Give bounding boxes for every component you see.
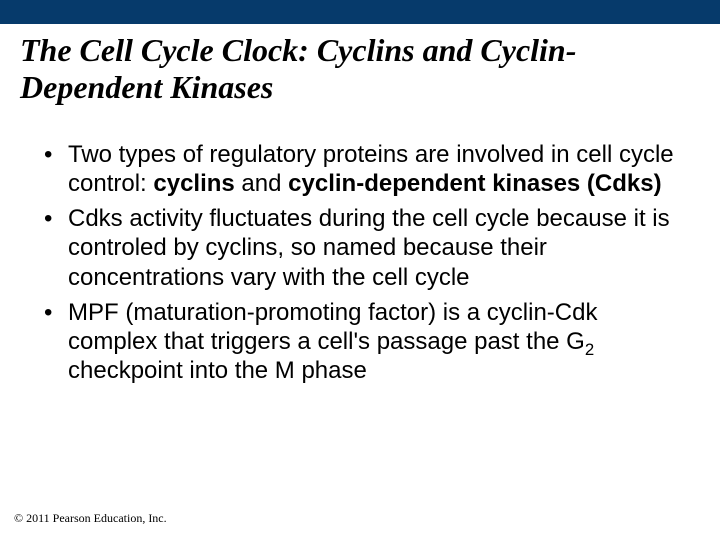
bullet-1-bold-cyclins: cyclins [153,170,234,197]
bullet-item-2: Cdks activity fluctuates during the cell… [68,204,692,292]
copyright-footer: © 2011 Pearson Education, Inc. [14,511,167,526]
bullet-2-text: Cdks activity fluctuates during the cell… [68,205,670,291]
bullet-item-1: Two types of regulatory proteins are inv… [68,140,692,199]
bullet-3-post: checkpoint into the M phase [68,357,367,384]
bullet-3-pre: MPF (maturation-promoting factor) is a c… [68,299,597,355]
slide-title: The Cell Cycle Clock: Cyclins and Cyclin… [20,32,700,106]
bullet-1-bold-cdks: cyclin-dependent kinases (Cdks) [288,170,661,197]
bullet-item-3: MPF (maturation-promoting factor) is a c… [68,298,692,386]
bullet-1-mid: and [235,170,288,197]
top-bar [0,0,720,24]
title-block: The Cell Cycle Clock: Cyclins and Cyclin… [0,24,720,120]
bullet-list: Two types of regulatory proteins are inv… [0,120,720,386]
bullet-3-subscript: 2 [585,340,594,359]
